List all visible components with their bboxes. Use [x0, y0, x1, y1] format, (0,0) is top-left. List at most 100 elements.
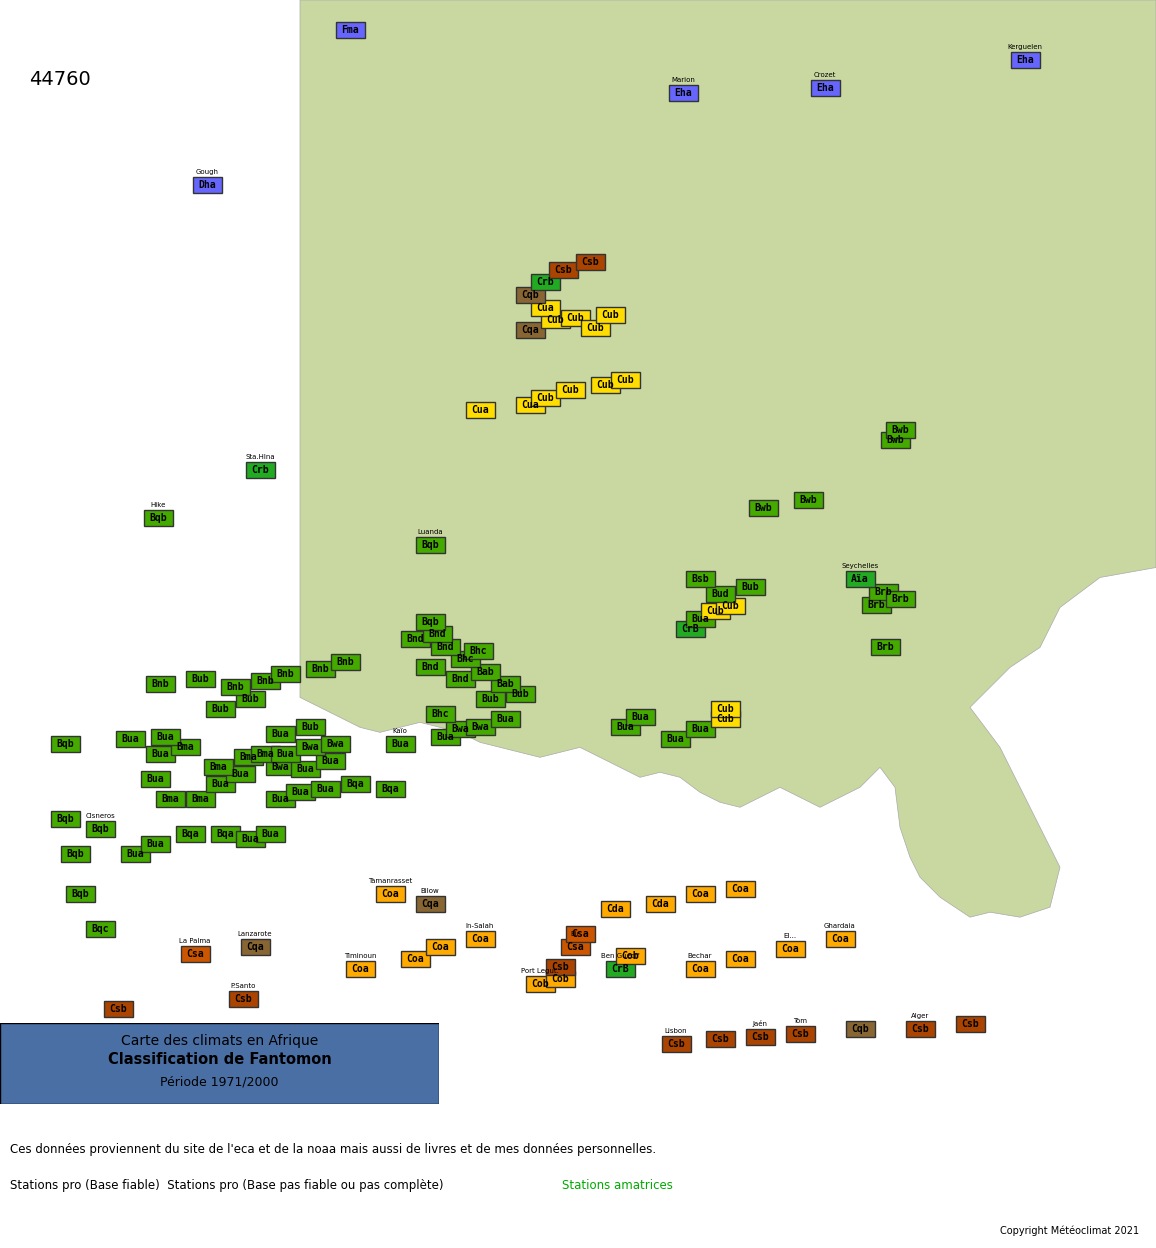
FancyBboxPatch shape — [156, 791, 185, 807]
FancyBboxPatch shape — [885, 592, 914, 608]
FancyBboxPatch shape — [711, 711, 740, 728]
FancyBboxPatch shape — [445, 671, 474, 688]
Text: Eha: Eha — [674, 87, 691, 97]
FancyBboxPatch shape — [185, 671, 215, 688]
FancyBboxPatch shape — [415, 537, 445, 553]
FancyBboxPatch shape — [193, 177, 222, 193]
FancyBboxPatch shape — [415, 614, 445, 630]
FancyBboxPatch shape — [0, 1023, 439, 1104]
FancyBboxPatch shape — [845, 1021, 874, 1037]
Text: Coa: Coa — [781, 945, 799, 955]
Text: Stations amatrices: Stations amatrices — [563, 1178, 674, 1192]
Text: Bub: Bub — [511, 689, 528, 699]
Text: Bnd: Bnd — [406, 634, 424, 644]
Text: Bua: Bua — [691, 724, 709, 734]
FancyBboxPatch shape — [868, 584, 897, 600]
Text: Bqa: Bqa — [181, 829, 199, 839]
Text: Bqb: Bqb — [421, 618, 439, 628]
FancyBboxPatch shape — [546, 960, 575, 975]
Text: Bnb: Bnb — [227, 683, 244, 693]
FancyBboxPatch shape — [286, 784, 314, 800]
Text: Bua: Bua — [666, 734, 684, 744]
FancyBboxPatch shape — [51, 811, 80, 827]
FancyBboxPatch shape — [675, 622, 704, 638]
Text: Coa: Coa — [472, 935, 489, 945]
Text: Bma: Bma — [209, 763, 227, 773]
FancyBboxPatch shape — [470, 664, 499, 680]
Text: Tamanrasset: Tamanrasset — [368, 879, 413, 884]
Text: Bma: Bma — [239, 753, 257, 763]
Text: Bqb: Bqb — [57, 814, 74, 824]
FancyBboxPatch shape — [316, 754, 344, 769]
Text: Luanda: Luanda — [417, 528, 443, 534]
FancyBboxPatch shape — [290, 761, 319, 778]
FancyBboxPatch shape — [531, 273, 560, 290]
Text: Coa: Coa — [691, 965, 709, 975]
Text: Bir: Bir — [570, 931, 580, 937]
Text: Bqa: Bqa — [346, 779, 364, 789]
Text: Bechar: Bechar — [688, 953, 712, 960]
FancyBboxPatch shape — [711, 701, 740, 718]
Text: Bua: Bua — [321, 756, 339, 766]
FancyBboxPatch shape — [466, 402, 495, 418]
FancyBboxPatch shape — [565, 926, 594, 942]
Text: Bua: Bua — [631, 713, 649, 723]
Text: Ghardaia: Ghardaia — [824, 924, 855, 930]
FancyBboxPatch shape — [425, 706, 454, 723]
FancyBboxPatch shape — [576, 253, 605, 270]
Text: La Palma: La Palma — [179, 938, 210, 945]
Text: Bua: Bua — [146, 774, 164, 784]
Text: CrB: CrB — [29, 1040, 46, 1050]
FancyBboxPatch shape — [141, 836, 170, 852]
FancyBboxPatch shape — [668, 85, 697, 101]
FancyBboxPatch shape — [266, 791, 295, 807]
Text: Bub: Bub — [212, 704, 229, 714]
Text: Fma: Fma — [339, 1032, 362, 1042]
FancyBboxPatch shape — [146, 746, 175, 763]
FancyBboxPatch shape — [735, 579, 764, 595]
FancyBboxPatch shape — [376, 886, 405, 902]
FancyBboxPatch shape — [726, 881, 755, 897]
Text: Bua: Bua — [212, 779, 229, 789]
Text: Cub: Cub — [536, 393, 554, 403]
Text: Crb: Crb — [251, 464, 269, 474]
Text: Bwb: Bwb — [891, 424, 909, 434]
FancyBboxPatch shape — [475, 691, 504, 708]
FancyBboxPatch shape — [229, 991, 258, 1007]
FancyBboxPatch shape — [236, 691, 265, 708]
Text: Bua: Bua — [261, 829, 279, 839]
Text: Bua: Bua — [151, 749, 169, 759]
FancyBboxPatch shape — [793, 492, 823, 508]
Text: Bma: Bma — [257, 749, 274, 759]
FancyBboxPatch shape — [748, 499, 778, 515]
Text: Eha: Eha — [1016, 55, 1033, 65]
FancyBboxPatch shape — [531, 300, 560, 316]
Text: Coa: Coa — [732, 955, 749, 965]
Text: Csa: Csa — [186, 950, 203, 960]
Text: Bua: Bua — [296, 764, 313, 774]
Text: Bnb: Bnb — [257, 676, 274, 686]
FancyBboxPatch shape — [705, 587, 734, 603]
FancyBboxPatch shape — [776, 941, 805, 957]
FancyBboxPatch shape — [245, 462, 274, 478]
Text: Bua: Bua — [616, 723, 633, 733]
FancyBboxPatch shape — [516, 322, 544, 338]
Text: Cub: Cub — [616, 374, 633, 384]
FancyBboxPatch shape — [845, 572, 874, 588]
Polygon shape — [301, 0, 1156, 917]
Text: Cub: Cub — [706, 607, 724, 617]
Text: Bua: Bua — [126, 849, 143, 859]
Text: Sta.Hlna: Sta.Hlna — [245, 453, 275, 459]
Text: Bua: Bua — [317, 784, 334, 794]
FancyBboxPatch shape — [580, 319, 609, 336]
FancyBboxPatch shape — [341, 776, 370, 792]
FancyBboxPatch shape — [516, 287, 544, 303]
FancyBboxPatch shape — [180, 946, 209, 962]
Text: Eha: Eha — [816, 82, 833, 92]
Text: Csb: Csb — [791, 1030, 809, 1040]
FancyBboxPatch shape — [66, 886, 95, 902]
Text: Coa: Coa — [381, 889, 399, 900]
FancyBboxPatch shape — [591, 377, 620, 393]
FancyBboxPatch shape — [176, 826, 205, 842]
FancyBboxPatch shape — [810, 80, 839, 96]
